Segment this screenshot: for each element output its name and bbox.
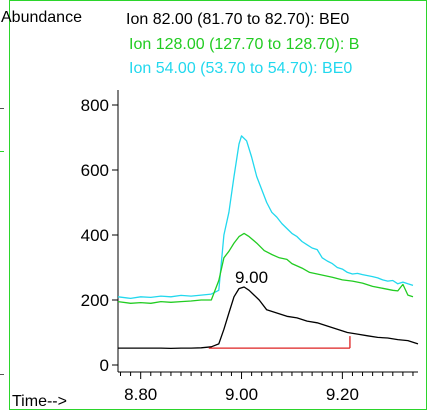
left-edge-mark [0, 374, 4, 375]
y-tick-label: 800 [81, 96, 109, 115]
legend-entry-ion-128: Ion 128.00 (127.70 to 128.70): B [129, 36, 360, 53]
x-tick-label: 9.00 [225, 385, 258, 404]
legend-entry-ion-82: Ion 82.00 (81.70 to 82.70): BE0 [126, 11, 350, 28]
y-tick-label: 400 [81, 226, 109, 245]
x-tick-label: 9.20 [326, 385, 359, 404]
legend-entry-ion-54: Ion 54.00 (53.70 to 54.70): BE0 [129, 60, 353, 77]
y-tick-label: 200 [81, 291, 109, 310]
left-edge-mark [0, 108, 4, 109]
series-line-0 [117, 135, 414, 300]
series-line-1 [117, 232, 414, 304]
left-edge-mark [0, 151, 4, 152]
y-tick-label: 0 [100, 356, 109, 375]
series-line-2 [118, 286, 419, 350]
x-axis-label: Time--> [12, 393, 67, 410]
x-tick-label: 8.80 [124, 385, 157, 404]
y-axis-label: Abundance [1, 9, 82, 26]
y-tick-label: 600 [81, 161, 109, 180]
plot-frame [9, 0, 427, 410]
peak-label: 9.00 [235, 268, 268, 287]
